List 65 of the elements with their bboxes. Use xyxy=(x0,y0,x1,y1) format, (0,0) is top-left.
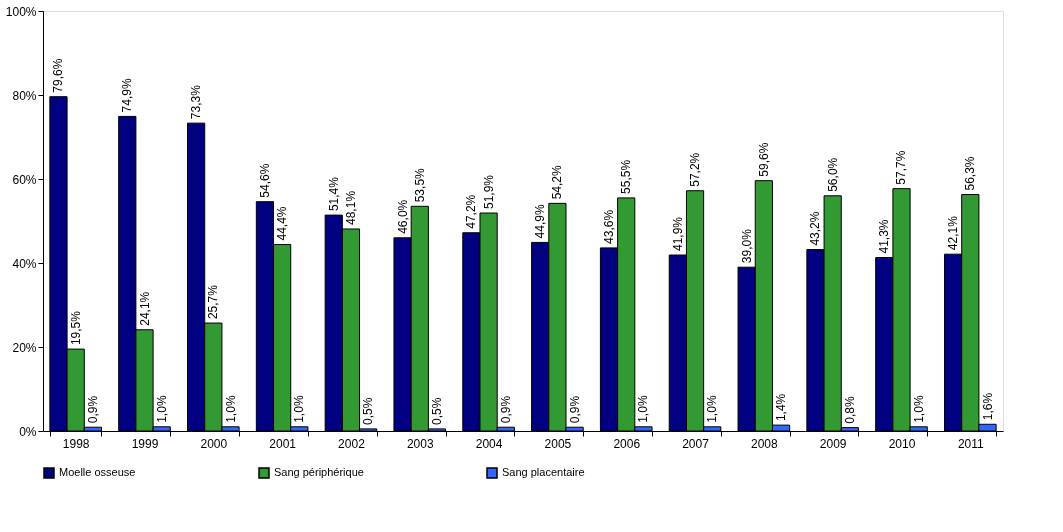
data-label: 39,0% xyxy=(739,228,754,264)
x-tick-label: 2009 xyxy=(819,436,847,451)
data-label: 44,9% xyxy=(533,204,548,239)
x-tick-label: 2003 xyxy=(406,436,434,451)
data-label: 0,9% xyxy=(567,395,582,424)
x-tick-label: 2011 xyxy=(957,436,985,451)
y-tick-label: 0% xyxy=(19,424,37,439)
x-tick-label: 2000 xyxy=(200,436,228,451)
data-label: 25,7% xyxy=(206,284,221,320)
data-label: 41,3% xyxy=(877,219,892,254)
data-label: 1,0% xyxy=(154,395,169,423)
data-label: 55,5% xyxy=(619,159,634,194)
data-label: 79,6% xyxy=(51,58,66,93)
data-label: 51,4% xyxy=(326,176,341,212)
data-label: 47,2% xyxy=(464,194,479,229)
data-label: 51,9% xyxy=(481,174,496,210)
data-label: 54,2% xyxy=(550,165,565,200)
y-tick-label: 100% xyxy=(5,4,37,19)
data-label: 74,9% xyxy=(120,78,135,113)
data-label: 41,9% xyxy=(670,216,685,252)
data-label: 19,5% xyxy=(68,310,83,346)
data-label: 1,0% xyxy=(705,395,720,423)
data-label: 0,8% xyxy=(842,395,857,424)
data-label: 57,2% xyxy=(688,152,703,187)
data-label: 1,0% xyxy=(223,395,238,423)
y-tick-label: 60% xyxy=(12,172,37,187)
x-tick-label: 2008 xyxy=(751,436,779,451)
data-label: 56,0% xyxy=(825,157,840,192)
x-tick-label: 1999 xyxy=(131,436,159,451)
legend-label: Sang périphérique xyxy=(274,466,364,478)
data-label: 0,5% xyxy=(361,397,376,425)
x-tick-label: 2006 xyxy=(613,436,641,451)
x-tick-label: 2001 xyxy=(269,436,297,451)
y-tick-label: 20% xyxy=(12,340,37,355)
data-label: 1,0% xyxy=(911,395,926,423)
legend-label: Sang placentaire xyxy=(502,466,585,478)
data-label: 1,0% xyxy=(292,395,307,423)
x-tick-label: 2004 xyxy=(475,436,503,451)
data-label: 43,2% xyxy=(808,211,823,246)
x-tick-label: 2002 xyxy=(338,436,366,451)
y-tick-label: 40% xyxy=(12,256,37,271)
y-tick-label: 80% xyxy=(12,88,37,103)
data-label: 53,5% xyxy=(412,167,427,203)
x-tick-label: 2005 xyxy=(544,436,572,451)
data-label: 1,0% xyxy=(636,395,651,423)
data-label: 48,1% xyxy=(343,190,358,225)
data-label: 0,9% xyxy=(85,395,100,424)
data-label: 0,9% xyxy=(498,395,513,424)
x-tick-label: 2007 xyxy=(682,436,710,451)
data-label: 54,6% xyxy=(257,163,272,198)
x-tick-label: 2010 xyxy=(888,436,916,451)
data-label: 44,4% xyxy=(275,206,290,241)
data-label: 24,1% xyxy=(137,291,152,326)
data-label: 0,5% xyxy=(429,397,444,425)
data-label: 46,0% xyxy=(395,199,410,234)
data-label: 73,3% xyxy=(189,84,204,120)
data-label: 1,6% xyxy=(980,392,995,421)
data-label: 57,7% xyxy=(894,150,909,185)
x-tick-label: 1998 xyxy=(62,436,90,451)
data-label: 43,6% xyxy=(602,209,617,244)
data-label: 1,4% xyxy=(774,393,789,422)
data-label: 56,3% xyxy=(963,156,978,191)
data-label: 59,6% xyxy=(756,142,771,177)
data-label: 42,1% xyxy=(946,215,961,251)
legend-label: Moelle osseuse xyxy=(59,466,136,478)
